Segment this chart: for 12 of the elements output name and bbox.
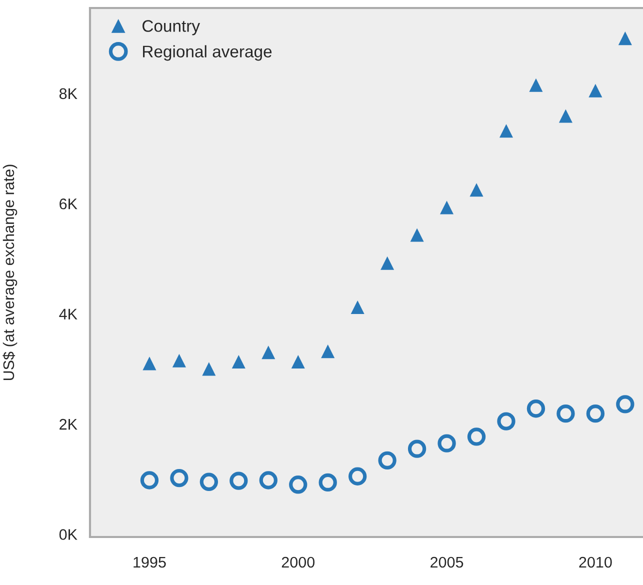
x-tick-label: 2000 (282, 556, 315, 568)
y-tick-label: 8K (59, 88, 78, 100)
legend-label: Regional average (143, 45, 272, 61)
y-tick-label: 6K (60, 198, 78, 210)
y-tick-label: 0K (59, 529, 78, 540)
y-tick-label: 2K (60, 418, 78, 430)
x-tick-label: 1995 (134, 556, 166, 568)
x-tick-label: 2010 (579, 556, 612, 568)
y-axis-title: US$ (at average exchange rate) (2, 164, 18, 380)
legend-label: Country (142, 20, 200, 36)
y-tick-label: 4K (59, 308, 78, 320)
x-tick-label: 2005 (430, 556, 464, 568)
